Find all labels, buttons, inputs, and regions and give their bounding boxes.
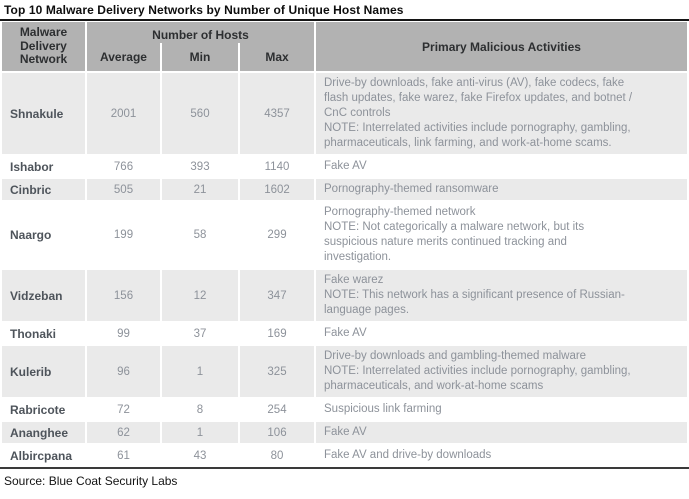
activities-cell: Fake AV — [316, 422, 687, 443]
min-hosts-cell: 8 — [162, 399, 238, 420]
activities-cell: Drive-by downloads, fake anti-virus (AV)… — [316, 73, 687, 154]
network-name-cell: Thonaki — [2, 323, 85, 344]
average-hosts-cell: 72 — [87, 399, 160, 420]
max-hosts-cell: 1602 — [240, 179, 314, 200]
max-hosts-cell: 299 — [240, 202, 314, 268]
network-name-cell: Vidzeban — [2, 270, 85, 321]
header-network-column: Malware Delivery Network — [2, 22, 85, 71]
average-hosts-cell: 62 — [87, 422, 160, 443]
table-row: Shnakule 2001 560 4357 Drive-by download… — [2, 73, 687, 154]
min-hosts-cell: 43 — [162, 445, 238, 466]
network-name-cell: Ananghee — [2, 422, 85, 443]
table-row: Thonaki 99 37 169 Fake AV — [2, 323, 687, 344]
max-hosts-cell: 169 — [240, 323, 314, 344]
average-hosts-cell: 99 — [87, 323, 160, 344]
min-hosts-cell: 393 — [162, 156, 238, 177]
activities-cell: Drive-by downloads and gambling-themed m… — [316, 346, 687, 397]
table-row: Vidzeban 156 12 347 Fake warez NOTE: Thi… — [2, 270, 687, 321]
max-hosts-cell: 4357 — [240, 73, 314, 154]
activities-cell: Fake warez NOTE: This network has a sign… — [316, 270, 687, 321]
header-activities-column: Primary Malicious Activities — [316, 22, 687, 71]
max-hosts-cell: 106 — [240, 422, 314, 443]
average-hosts-cell: 2001 — [87, 73, 160, 154]
max-hosts-cell: 1140 — [240, 156, 314, 177]
min-hosts-cell: 21 — [162, 179, 238, 200]
source-caption: Source: Blue Coat Security Labs — [4, 474, 178, 488]
table-row: Rabricote 72 8 254 Suspicious link farmi… — [2, 399, 687, 420]
activities-cell: Pornography-themed ransomware — [316, 179, 687, 200]
max-hosts-cell: 80 — [240, 445, 314, 466]
min-hosts-cell: 1 — [162, 422, 238, 443]
activities-cell: Pornography-themed network NOTE: Not cat… — [316, 202, 687, 268]
table-row: Albircpana 61 43 80 Fake AV and drive-by… — [2, 445, 687, 466]
average-hosts-cell: 199 — [87, 202, 160, 268]
network-name-cell: Kulerib — [2, 346, 85, 397]
max-hosts-cell: 254 — [240, 399, 314, 420]
network-name-cell: Rabricote — [2, 399, 85, 420]
min-hosts-cell: 12 — [162, 270, 238, 321]
header-hosts-group: Number of Hosts — [87, 22, 314, 43]
min-hosts-cell: 560 — [162, 73, 238, 154]
header-average-column: Average — [87, 43, 160, 71]
min-hosts-cell: 37 — [162, 323, 238, 344]
average-hosts-cell: 96 — [87, 346, 160, 397]
network-name-cell: Albircpana — [2, 445, 85, 466]
title-rule-divider — [0, 19, 689, 21]
network-name-cell: Ishabor — [2, 156, 85, 177]
table-title: Top 10 Malware Delivery Networks by Numb… — [4, 3, 404, 17]
table-row: Kulerib 96 1 325 Drive-by downloads and … — [2, 346, 687, 397]
table-row: Naargo 199 58 299 Pornography-themed net… — [2, 202, 687, 268]
table-body: Shnakule 2001 560 4357 Drive-by download… — [2, 73, 687, 466]
activities-cell: Fake AV — [316, 323, 687, 344]
average-hosts-cell: 505 — [87, 179, 160, 200]
activities-cell: Fake AV and drive-by downloads — [316, 445, 687, 466]
header-max-column: Max — [240, 43, 314, 71]
table-row: Ananghee 62 1 106 Fake AV — [2, 422, 687, 443]
max-hosts-cell: 325 — [240, 346, 314, 397]
min-hosts-cell: 1 — [162, 346, 238, 397]
network-name-cell: Shnakule — [2, 73, 85, 154]
max-hosts-cell: 347 — [240, 270, 314, 321]
activities-cell: Fake AV — [316, 156, 687, 177]
table-header: Malware Delivery Network Number of Hosts… — [2, 22, 687, 71]
table-row: Cinbric 505 21 1602 Pornography-themed r… — [2, 179, 687, 200]
activities-cell: Suspicious link farming — [316, 399, 687, 420]
min-hosts-cell: 58 — [162, 202, 238, 268]
table-row: Ishabor 766 393 1140 Fake AV — [2, 156, 687, 177]
network-name-cell: Cinbric — [2, 179, 85, 200]
header-min-column: Min — [162, 43, 238, 71]
average-hosts-cell: 156 — [87, 270, 160, 321]
average-hosts-cell: 61 — [87, 445, 160, 466]
malware-networks-table: Malware Delivery Network Number of Hosts… — [2, 22, 687, 466]
network-name-cell: Naargo — [2, 202, 85, 268]
table-bottom-rule — [0, 467, 689, 469]
average-hosts-cell: 766 — [87, 156, 160, 177]
